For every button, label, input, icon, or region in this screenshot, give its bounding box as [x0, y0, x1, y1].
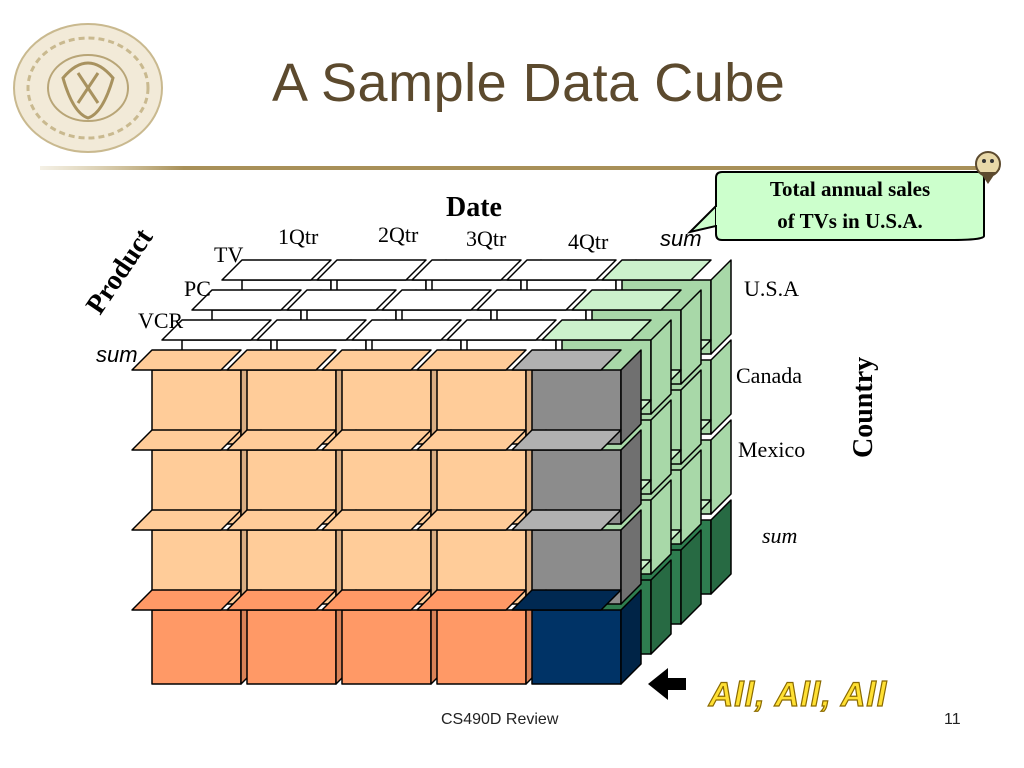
- cube-cell-d3-r0-c3-top: [506, 259, 617, 281]
- cube-cell-d0-r2-c4-top: [511, 509, 622, 531]
- cube-cell-d0-r0-c4: [511, 349, 642, 445]
- cube-cell-d0-r1-c4-top: [511, 429, 622, 451]
- cube-cell-d0-r1-c0-top: [131, 429, 242, 451]
- cube-cell-d0-r3-c0-front: [151, 609, 242, 685]
- cube-cell-d3-r1-c4-side: [710, 339, 732, 435]
- cube-cell-d2-r0-c3-top: [476, 289, 587, 311]
- cube-cell-d0-r1-c0: [131, 429, 262, 525]
- all-all-all-label: All, All, All: [708, 676, 888, 714]
- cube-cell-d0-r1-c1-top: [226, 429, 337, 451]
- country-label-usa: U.S.A: [744, 276, 799, 301]
- cube-cell-d0-r1-c2: [321, 429, 452, 525]
- cube-cell-d1-r0-c4-top: [541, 319, 652, 341]
- product-label-vcr: VCR: [138, 308, 184, 333]
- cube-cell-d0-r2-c2-top: [321, 509, 432, 531]
- page-number: 11: [944, 711, 961, 728]
- cube-cell-d0-r2-c4-side: [620, 509, 642, 605]
- quarter-label-1: 1Qtr: [278, 224, 319, 249]
- cube-cell-d3-r0-c1-top: [316, 259, 427, 281]
- cube-cell-d0-r2-c1-top: [226, 509, 337, 531]
- callout-line-1: Total annual sales: [770, 177, 930, 201]
- title-divider: [40, 166, 1000, 170]
- cube-cell-d0-r3-c0-top: [131, 589, 242, 611]
- quarter-label-4: 4Qtr: [568, 229, 609, 254]
- cube-cell-d2-r0-c4-top: [571, 289, 682, 311]
- cube-cell-d0-r3-c4-front: [531, 609, 622, 685]
- country-axis-title: Country: [848, 357, 879, 458]
- cube-cell-d3-r0-c4-side: [710, 259, 732, 355]
- product-label-sum: sum: [96, 342, 138, 367]
- cube-cell-d0-r3-c4: [511, 589, 642, 685]
- cube-cell-d3-r0-c0-top: [221, 259, 332, 281]
- cube-cell-d0-r3-c3-front: [436, 609, 527, 685]
- product-axis-title: Product: [80, 222, 160, 319]
- quarter-label-3: 3Qtr: [466, 226, 507, 251]
- cube-cell-d0-r3-c3-top: [416, 589, 527, 611]
- cube-cell-d1-r0-c4-side: [650, 319, 672, 415]
- cube-cell-d0-r0-c1-top: [226, 349, 337, 371]
- cube-cell-d3-r2-c4-side: [710, 419, 732, 515]
- cube-cell-d0-r3-c2-top: [321, 589, 432, 611]
- cube-cell-d1-r1-c4-side: [650, 399, 672, 495]
- cube-cell-d0-r0-c4-side: [620, 349, 642, 445]
- cube-cell-d0-r3-c1: [226, 589, 357, 685]
- country-label-canada: Canada: [736, 363, 802, 388]
- callout-line-2: of TVs in U.S.A.: [777, 209, 922, 233]
- cube-cell-d1-r0-c3-top: [446, 319, 557, 341]
- cube-cell-d0-r1-c3: [416, 429, 547, 525]
- page-title: A Sample Data Cube: [272, 53, 786, 113]
- cube-cell-d2-r2-c4-side: [680, 449, 702, 545]
- cube-cell-d0-r3-c2-front: [341, 609, 432, 685]
- product-label-pc: PC: [184, 276, 211, 301]
- cube-cell-d0-r2-c3-top: [416, 509, 527, 531]
- university-seal-logo: [13, 23, 163, 153]
- left-arrow-icon: [648, 668, 686, 700]
- date-axis-title: Date: [446, 192, 502, 223]
- callout-bubble: Total annual sales of TVs in U.S.A.: [686, 171, 985, 241]
- cube-cell-d1-r0-c2-top: [351, 319, 462, 341]
- cube-cell-d2-r0-c4-side: [680, 289, 702, 385]
- cube-cell-d2-r1-c4-side: [680, 369, 702, 465]
- cube-cell-d0-r0-c0-top: [131, 349, 242, 371]
- cube-cell-d2-r0-c1-top: [286, 289, 397, 311]
- cube-cell-d0-r2-c4: [511, 509, 642, 605]
- cube-cell-d0-r1-c4-side: [620, 429, 642, 525]
- cube-cell-d3-r0-c2-top: [411, 259, 522, 281]
- cube-cell-d1-r3-c4-side: [650, 559, 672, 655]
- cube-cell-d2-r0-c2-top: [381, 289, 492, 311]
- footer-text: CS490D Review: [441, 711, 559, 728]
- cube-cell-d0-r0-c4-top: [511, 349, 622, 371]
- cube-cell-d0-r0-c2-top: [321, 349, 432, 371]
- cube-cell-d0-r1-c4: [511, 429, 642, 525]
- cube-cell-d1-r0-c0-top: [161, 319, 272, 341]
- cube-cell-d1-r2-c4-side: [650, 479, 672, 575]
- cube-cell-d0-r3-c4-side: [620, 589, 642, 685]
- cube-cells: [131, 259, 732, 685]
- cube-cell-d0-r3-c1-front: [246, 609, 337, 685]
- cube-cell-d0-r2-c0-top: [131, 509, 242, 531]
- country-label-mexico: Mexico: [738, 437, 805, 462]
- cube-cell-d2-r3-c4-side: [680, 529, 702, 625]
- cube-cell-d0-r1-c3-top: [416, 429, 527, 451]
- cube-cell-d0-r1-c2-top: [321, 429, 432, 451]
- cube-cell-d3-r3-c4-side: [710, 499, 732, 595]
- mascot-icon: [975, 151, 1001, 184]
- cube-cell-d0-r3-c3: [416, 589, 547, 685]
- cube-cell-d1-r0-c1-top: [256, 319, 367, 341]
- cube-cell-d0-r0-c3-top: [416, 349, 527, 371]
- cube-cell-d2-r0-c0-top: [191, 289, 302, 311]
- product-label-tv: TV: [214, 242, 243, 267]
- cube-cell-d3-r0-c4-top: [601, 259, 712, 281]
- country-label-sum: sum: [762, 523, 797, 548]
- cube-cell-d0-r0-c0: [131, 349, 262, 445]
- cube-cell-d0-r3-c1-top: [226, 589, 337, 611]
- cube-cell-d0-r3-c4-top: [511, 589, 622, 611]
- quarter-label-2: 2Qtr: [378, 222, 419, 247]
